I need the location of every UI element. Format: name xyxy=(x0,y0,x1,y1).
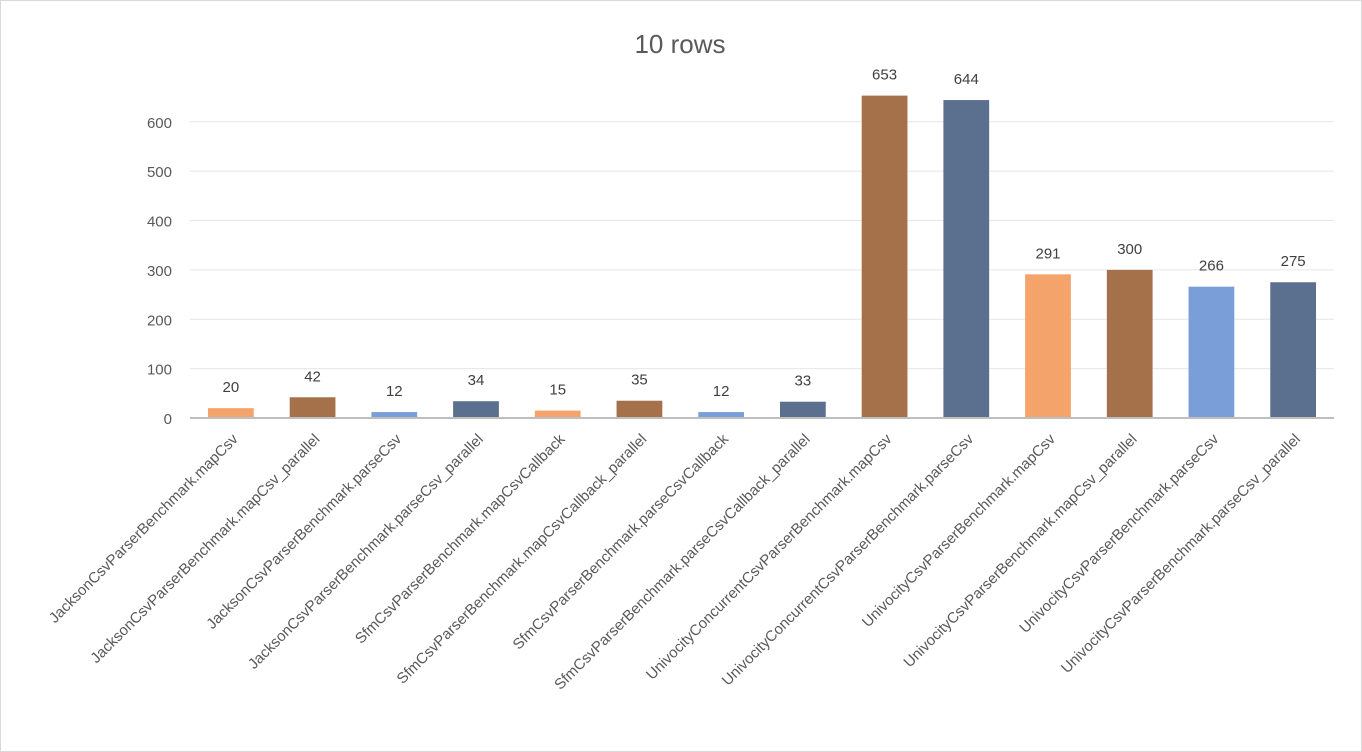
bar xyxy=(943,100,990,419)
bar xyxy=(207,408,254,418)
data-label: 275 xyxy=(1281,253,1306,270)
data-label: 12 xyxy=(713,383,730,400)
data-label: 33 xyxy=(795,373,812,390)
y-tick-label: 200 xyxy=(147,312,172,329)
data-label: 291 xyxy=(1035,245,1060,262)
y-tick-label: 600 xyxy=(147,115,172,132)
bars xyxy=(207,95,1317,419)
bar xyxy=(616,400,663,418)
y-tick-label: 300 xyxy=(147,263,172,280)
data-label: 653 xyxy=(872,67,897,84)
data-label: 300 xyxy=(1117,241,1142,258)
bar xyxy=(453,401,499,418)
bar xyxy=(289,397,336,418)
bar xyxy=(1188,286,1235,418)
x-axis-ticks: JacksonCsvParserBenchmark.mapCsvJacksonC… xyxy=(46,430,1304,693)
data-label: 42 xyxy=(304,368,321,385)
bar xyxy=(534,410,581,418)
data-label: 15 xyxy=(549,382,566,399)
gridlines xyxy=(190,121,1334,370)
bar xyxy=(861,95,908,419)
data-label: 266 xyxy=(1199,258,1224,275)
y-tick-label: 400 xyxy=(147,214,172,231)
bar xyxy=(1025,274,1071,418)
bar xyxy=(1106,269,1153,418)
y-tick-label: 500 xyxy=(147,164,172,181)
data-label: 644 xyxy=(954,71,979,88)
data-label: 35 xyxy=(631,372,648,389)
bar xyxy=(698,412,745,418)
bar xyxy=(371,412,418,418)
y-tick-label: 100 xyxy=(147,362,172,379)
data-label: 20 xyxy=(223,379,240,396)
data-label: 34 xyxy=(468,372,485,389)
y-axis-ticks: 0 100 200 300 400 500 600 xyxy=(147,115,172,428)
chart-title: 10 rows xyxy=(634,29,725,59)
y-tick-label: 0 xyxy=(164,411,172,428)
data-label: 12 xyxy=(386,383,403,400)
bar xyxy=(779,401,826,418)
bar xyxy=(1270,282,1317,418)
data-labels: 20 42 12 34 15 35 12 33 653 644 291 300 266 275 xyxy=(223,67,1306,400)
